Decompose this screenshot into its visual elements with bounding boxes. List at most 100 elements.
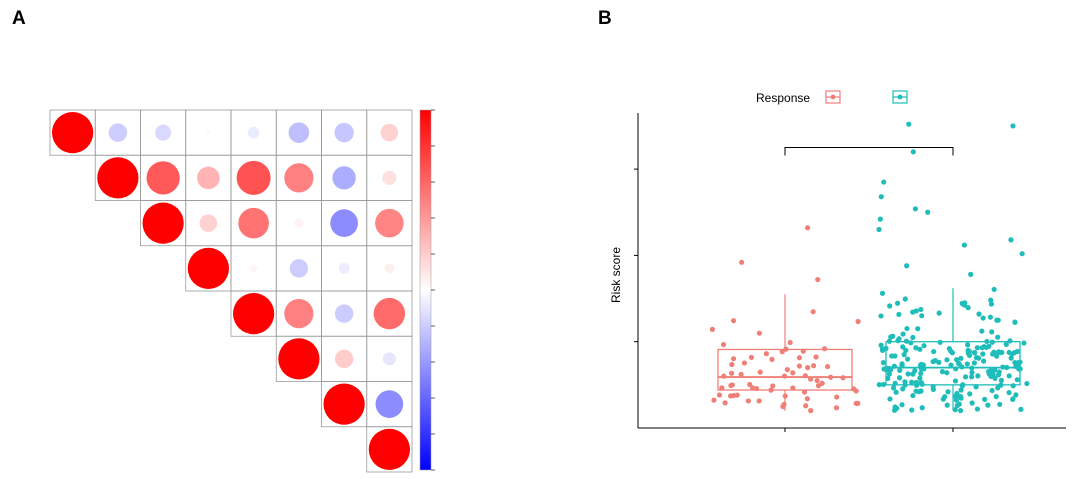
legend-key-point [897,94,903,100]
data-point [965,342,971,348]
data-point [808,408,814,414]
correlation-circle [375,390,404,418]
correlation-circle [288,122,310,143]
data-point [748,354,755,360]
data-point [964,361,970,367]
data-point [1024,380,1030,387]
data-point [913,345,919,351]
data-point [833,405,840,411]
correlation-circle [334,122,354,143]
data-point [796,363,803,369]
correlation-circle [284,299,314,329]
data-point [853,400,859,406]
data-point [878,194,884,200]
data-point [770,383,776,389]
data-point [896,311,902,318]
data-point [815,276,821,283]
correlation-circle [97,157,139,199]
correlation-circle [323,383,365,425]
data-point [908,340,914,346]
data-point [1019,251,1025,257]
data-point [801,389,808,395]
data-point [965,305,971,311]
data-point [918,370,924,377]
data-point [728,370,735,376]
significance-bracket-line [784,147,954,156]
data-point [815,383,822,389]
data-point [976,311,982,317]
data-point [998,377,1005,383]
data-point [894,405,900,411]
data-point [909,379,915,385]
data-point [876,382,882,388]
data-point [962,374,969,380]
data-point [969,400,975,406]
correlation-circle [382,170,397,186]
data-point [880,360,887,366]
data-point [910,392,916,399]
data-point [877,216,883,222]
data-point [814,377,820,384]
data-point [991,286,997,293]
data-point [899,361,905,367]
data-point [944,370,950,376]
data-point [930,386,936,392]
data-point [769,356,775,362]
data-point [819,380,825,386]
data-point [920,362,926,368]
data-point [913,388,919,394]
data-point [894,300,901,306]
data-point [855,318,861,325]
data-point [971,349,978,356]
data-point [969,374,975,380]
data-point [897,367,903,374]
legend-key-point [830,94,836,100]
data-point [962,300,968,306]
data-point [1013,392,1019,398]
data-point [959,383,965,389]
data-point [990,372,996,378]
data-point [944,402,950,408]
data-point [954,402,960,409]
data-point [921,343,927,349]
colorbar-ticks [431,109,435,471]
data-point [804,396,810,402]
data-point [955,360,962,366]
data-point [1014,348,1021,355]
data-point [878,313,884,319]
legend-title: Response [756,91,810,105]
data-point [896,336,902,342]
correlation-circle [187,247,229,289]
data-point [919,313,925,319]
data-point [946,346,952,352]
data-point [722,400,728,406]
boxplot-chart: Risk score Response [609,90,1066,432]
data-point [757,369,763,375]
data-point [957,407,964,414]
correlation-circles [52,112,410,470]
correlation-circle [330,209,358,237]
data-point [971,360,977,366]
data-point [719,385,725,391]
data-point [989,329,995,335]
grid-cell [366,426,413,473]
data-point [796,355,803,361]
data-point [734,392,740,398]
data-point [940,396,946,402]
data-point [1010,396,1016,402]
data-point [988,301,995,307]
data-point [1008,355,1014,361]
data-point [912,206,919,212]
data-point [985,368,992,375]
data-point [886,371,892,377]
correlation-circle [294,218,304,228]
correlation-circle [199,214,218,232]
correlation-circle [338,262,350,274]
data-point [822,346,828,352]
data-point [994,317,1000,323]
data-point [879,290,886,296]
data-point [936,310,942,316]
data-point [948,362,954,368]
data-point [716,392,723,398]
